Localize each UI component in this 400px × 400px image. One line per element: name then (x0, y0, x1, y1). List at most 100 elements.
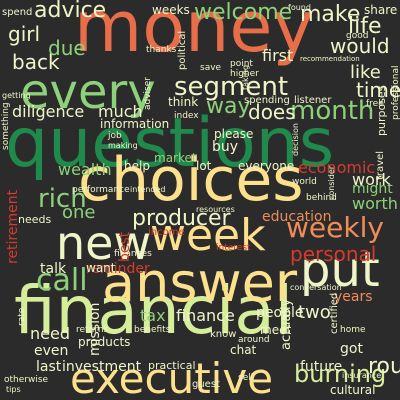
word-roundup: roundup (368, 354, 400, 379)
word-investment: investment (62, 359, 142, 375)
word-time: time (356, 78, 400, 102)
word-market: market (154, 151, 197, 165)
word-much: much (98, 102, 143, 121)
word-sell: otherwise (4, 375, 49, 385)
word-higher: higher (230, 69, 259, 79)
word-money: money (74, 0, 314, 68)
word-put: put (300, 242, 380, 298)
word-good: good (346, 31, 369, 41)
word-even: even (34, 343, 69, 359)
word-recommendation: recommendation (300, 55, 360, 63)
word-burning: burning (294, 360, 387, 388)
word-conversation: conversation (290, 283, 342, 292)
word-first: first (262, 46, 294, 65)
word-every: every (20, 64, 156, 120)
word-does: does (248, 100, 296, 124)
word-consider: consider (327, 165, 336, 200)
word-getting: getting (2, 91, 31, 100)
word-choices: choices (78, 145, 304, 215)
word-products: products (78, 335, 131, 349)
word-buy: buy (212, 139, 239, 155)
word-performance: taking (241, 64, 250, 90)
word-welcome: welcome (194, 0, 293, 25)
word-due: due (48, 36, 86, 60)
word-talk: talk (40, 261, 67, 277)
word-tax: tax (140, 306, 166, 325)
word-girl: girl (8, 22, 41, 46)
word-interest: rate (17, 307, 27, 326)
word-questions: questions (5, 104, 335, 183)
word-everyone: everyone (238, 159, 295, 173)
word-new-small: free (366, 99, 384, 109)
word-making: performance (72, 185, 130, 195)
word-need: need (30, 324, 70, 343)
word-work: work (352, 170, 391, 189)
word-best: best (117, 231, 133, 262)
word-got: got (340, 341, 363, 357)
word-purposes: purposes (375, 85, 388, 136)
word-worth: worth (352, 194, 398, 213)
word-travel: travel (375, 150, 386, 180)
word-week: week (150, 210, 266, 261)
word-rate: sell (238, 373, 254, 383)
word-finances: found (288, 3, 311, 12)
word-actually: actually (279, 298, 294, 350)
word-retirement: retirement (5, 189, 21, 264)
word-world: world (292, 177, 317, 187)
word-political: political (177, 30, 188, 70)
word-practical: practical (148, 359, 196, 372)
word-spend: spend (2, 7, 33, 18)
word-economic: economic (298, 158, 376, 177)
word-life: life (348, 14, 382, 39)
word-found: intended (130, 185, 166, 194)
word-two: two (298, 302, 331, 323)
word-one: one (62, 202, 96, 223)
word-point: point (230, 59, 253, 69)
word-people: people (256, 305, 304, 321)
word-know: know (210, 329, 237, 340)
word-chat: chat (230, 343, 257, 357)
word-want: want (86, 261, 116, 275)
word-financial: financial (14, 272, 294, 349)
word-back: back (12, 50, 60, 74)
word-mission: income (148, 227, 185, 238)
word-producer: producer (132, 206, 231, 231)
word-month: month (290, 96, 375, 126)
word-think: think (168, 95, 199, 109)
word-reminder: reminder (86, 261, 150, 277)
word-make: make (300, 2, 361, 27)
word-save: save (200, 63, 222, 73)
word-listener: listener (294, 95, 332, 106)
word-cultural: cultural (330, 383, 376, 397)
word-way: way (206, 94, 251, 119)
word-job: job (108, 131, 122, 141)
word-advice: advice (34, 0, 107, 23)
word-rich: rich (38, 184, 87, 214)
word-diligence: diligence (12, 102, 85, 121)
word-call: call (36, 263, 88, 298)
word-share: share (364, 3, 398, 17)
word-wealth: wealth (58, 160, 112, 179)
word-index: index (174, 111, 199, 121)
word-adviser: adviser (143, 77, 153, 110)
word-education: education (262, 209, 332, 225)
word-provide: tips (6, 385, 21, 394)
word-needs: needs (18, 213, 52, 226)
word-years: years (334, 289, 373, 305)
word-guest: guest (192, 379, 220, 390)
word-weekly: weekly (286, 211, 384, 244)
word-home: home (340, 325, 366, 335)
word-returns: returns (76, 325, 109, 335)
word-executive: executive (70, 354, 274, 400)
word-behind: behind (306, 193, 337, 203)
word-resources: resources (196, 205, 235, 214)
word-insurance: insurance (342, 371, 382, 380)
word-professional: professional (391, 65, 400, 120)
word-would: would (330, 34, 390, 58)
word-free: interest (216, 243, 251, 253)
word-meet: meet (260, 323, 292, 337)
word-answer: answer (102, 251, 298, 314)
word-personal: personal (290, 242, 377, 266)
word-future: future (300, 359, 343, 375)
